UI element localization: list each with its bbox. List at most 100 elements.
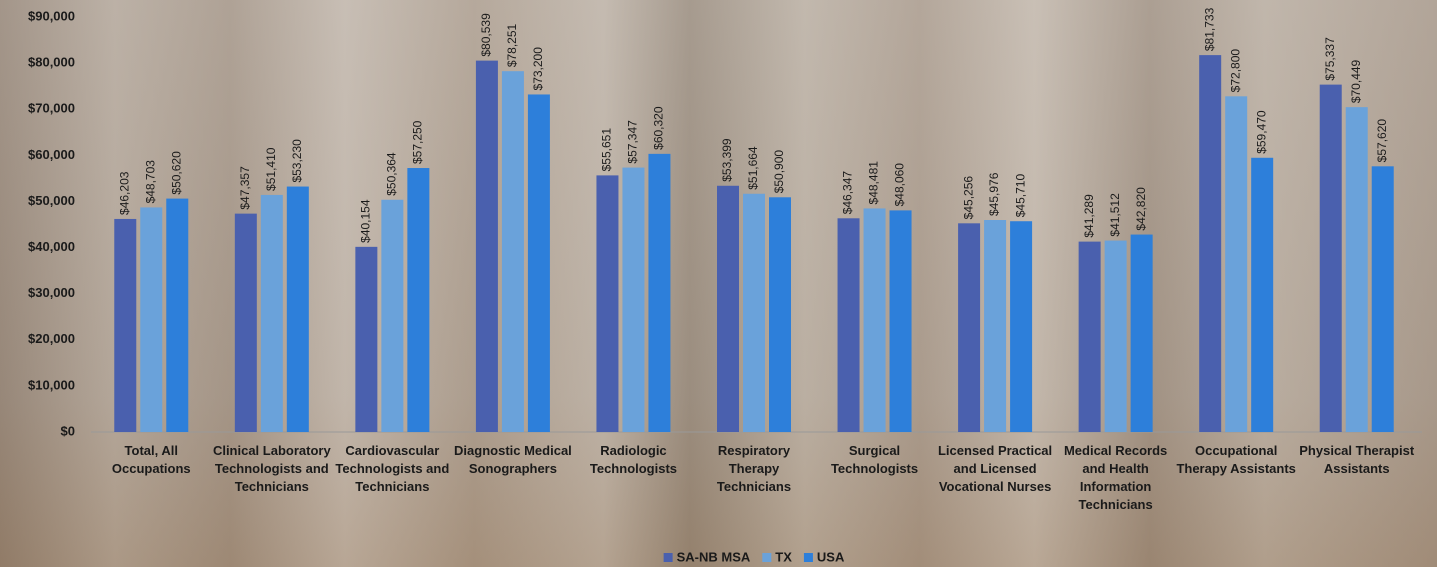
value-label: $72,800 <box>1228 49 1242 93</box>
bar <box>475 60 498 432</box>
x-tick-label-box: Licensed Practical and Licensed Vocation… <box>937 443 1053 494</box>
legend-swatch <box>803 553 813 562</box>
bar <box>260 194 283 432</box>
x-tick-label: Diagnostic Medical Sonographers <box>454 443 572 476</box>
value-label: $78,251 <box>505 23 519 67</box>
value-label: $50,900 <box>772 150 786 194</box>
x-tick-label-box: Radiologic Technologists <box>589 443 678 476</box>
bar <box>140 207 163 432</box>
value-label: $51,664 <box>746 146 760 190</box>
legend-label: SA-NB MSA <box>677 549 751 564</box>
x-tick-label-box: Diagnostic Medical Sonographers <box>454 443 572 476</box>
bar <box>1130 234 1153 432</box>
value-label: $46,347 <box>841 171 855 215</box>
bar <box>286 186 309 432</box>
y-tick-label: $10,000 <box>28 377 75 392</box>
value-label: $75,337 <box>1323 37 1337 81</box>
x-tick-label: Radiologic Technologists <box>589 443 678 476</box>
x-tick-label-box: Clinical Laboratory Technologists and Te… <box>213 443 331 494</box>
bar <box>622 167 645 433</box>
legend-swatch <box>762 553 772 562</box>
y-tick-label: $50,000 <box>28 193 75 208</box>
x-tick-label: Physical Therapist Assistants <box>1299 443 1415 476</box>
bar <box>1371 166 1394 432</box>
value-label: $48,703 <box>143 160 157 204</box>
bar <box>114 218 137 432</box>
y-tick-label: $60,000 <box>28 147 75 162</box>
value-label: $45,710 <box>1013 174 1027 218</box>
value-label: $80,539 <box>479 13 493 57</box>
value-label: $81,733 <box>1202 7 1216 51</box>
x-tick-label-box: Respiratory Therapy Technicians <box>716 443 792 494</box>
legend: SA-NB MSA TX USA <box>663 549 845 564</box>
bar <box>234 213 257 432</box>
y-tick-label: $30,000 <box>28 285 75 300</box>
x-tick-label-box: Occupational Therapy Assistants <box>1176 443 1296 476</box>
value-label: $73,200 <box>531 47 545 91</box>
x-tick-label-box: Cardiovascular Technologists and Technic… <box>335 443 450 494</box>
value-label: $53,399 <box>720 138 734 182</box>
value-label: $51,410 <box>264 147 278 191</box>
x-tick-label: Medical Records and Health Information T… <box>1063 443 1168 512</box>
bar <box>1251 157 1274 432</box>
value-label: $42,820 <box>1134 187 1148 231</box>
bar <box>769 197 791 432</box>
y-tick-label: $90,000 <box>28 8 75 23</box>
value-label: $60,320 <box>652 106 666 150</box>
bar <box>1319 84 1342 432</box>
value-label: $48,481 <box>867 161 881 205</box>
x-tick-label: Licensed Practical and Licensed Vocation… <box>937 443 1053 494</box>
value-label: $57,347 <box>626 120 640 164</box>
bar <box>648 153 671 432</box>
value-label: $48,060 <box>893 163 907 207</box>
value-label: $53,230 <box>290 139 304 183</box>
bar <box>1078 241 1101 432</box>
value-label: $57,620 <box>1375 119 1389 163</box>
x-tick-label-box: Surgical Technologists <box>831 443 918 476</box>
value-label: $59,470 <box>1254 110 1268 154</box>
y-tick-label: $0 <box>61 423 75 438</box>
bar <box>1010 221 1033 432</box>
value-label: $46,203 <box>117 171 131 215</box>
value-label: $55,651 <box>600 128 614 172</box>
x-tick-label: Total, All Occupations <box>111 443 191 476</box>
bar <box>501 71 524 433</box>
bar <box>381 199 404 432</box>
value-label: $40,154 <box>359 199 373 243</box>
y-tick-label: $80,000 <box>28 55 75 70</box>
bar <box>527 94 550 432</box>
bar <box>984 219 1007 432</box>
bar <box>863 208 886 432</box>
legend-label: USA <box>817 549 845 564</box>
bar <box>355 246 378 432</box>
bar <box>743 193 765 432</box>
bar <box>596 175 619 432</box>
bar <box>717 185 739 432</box>
value-label: $70,449 <box>1349 59 1363 103</box>
x-tick-label-box: Medical Records and Health Information T… <box>1063 443 1168 512</box>
bar <box>837 218 860 432</box>
bar <box>407 168 430 432</box>
value-label: $45,256 <box>961 176 975 220</box>
value-label: $47,357 <box>238 166 252 210</box>
x-tick-label: Occupational Therapy Assistants <box>1176 443 1296 476</box>
bar <box>1225 96 1248 433</box>
value-label: $50,620 <box>169 151 183 195</box>
value-label: $45,976 <box>987 172 1001 216</box>
value-label: $41,512 <box>1108 193 1122 237</box>
x-tick-label: Respiratory Therapy Technicians <box>716 443 792 494</box>
bar <box>1345 107 1368 433</box>
y-tick-label: $20,000 <box>28 331 75 346</box>
value-label: $57,250 <box>411 120 425 164</box>
bar <box>958 223 981 432</box>
legend-label: TX <box>775 549 792 564</box>
bar <box>889 210 912 432</box>
y-tick-label: $70,000 <box>28 101 75 116</box>
value-label: $50,364 <box>385 152 399 196</box>
x-tick-label: Cardiovascular Technologists and Technic… <box>335 443 450 494</box>
y-tick-label: $40,000 <box>28 239 75 254</box>
value-label: $41,289 <box>1082 194 1096 238</box>
bar <box>1104 240 1127 432</box>
